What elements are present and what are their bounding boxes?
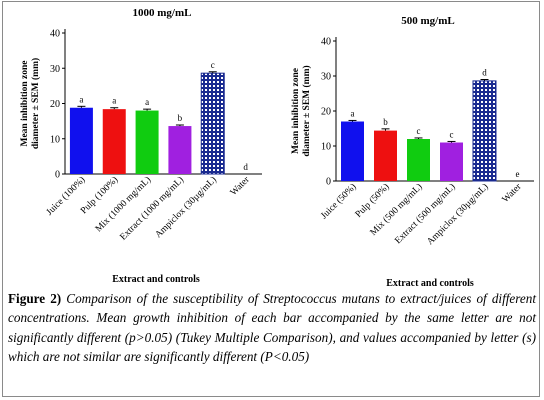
y-tick-label: 10 <box>50 134 60 145</box>
bar <box>69 107 93 174</box>
significance-letter: b <box>383 117 388 127</box>
bar <box>440 142 463 181</box>
y-tick-label: 0 <box>55 170 60 181</box>
y-tick-label: 0 <box>326 177 331 188</box>
figure-frame <box>2 1 540 397</box>
caption-label: Figure 2) <box>8 291 62 306</box>
y-tick-label: 20 <box>50 99 60 110</box>
significance-letter: c <box>450 129 454 139</box>
significance-letter: a <box>145 97 149 107</box>
figure-caption: Figure 2) Comparison of the susceptibili… <box>8 289 536 367</box>
x-axis-label: Extract and controls <box>112 274 200 285</box>
x-axis-label: Extract and controls <box>386 278 474 289</box>
chart-1000mg: 1000 mg/mL 0 10 20 30 40 Mean inhibition zoned… <box>20 7 262 285</box>
bar <box>341 121 364 181</box>
bar <box>407 139 430 181</box>
y-axis-label: Mean inhibition zonediameter ± SEM (mm) <box>291 65 312 156</box>
x-tick-label: Juice (50%) <box>319 181 359 221</box>
significance-letter: c <box>211 60 215 70</box>
x-tick-label: Water <box>501 181 525 205</box>
caption-text-1: Comparison of the susceptibility of <box>61 291 264 306</box>
bar <box>374 130 397 181</box>
x-tick-label: Ampiclox (30µg/mL) <box>153 174 219 240</box>
y-tick-label: 40 <box>50 29 60 40</box>
bar <box>200 72 225 175</box>
significance-letter: a <box>351 108 355 118</box>
bar <box>168 126 192 174</box>
x-tick-label: Mix (1000 mg/mL) <box>93 174 153 234</box>
significance-letter: e <box>516 169 520 179</box>
significance-letter: a <box>112 96 116 106</box>
chart-title: 1000 mg/mL <box>133 7 192 19</box>
x-tick-label: Extract (500 mg/mL) <box>393 181 458 246</box>
caption-text-2: to extract/juices of different concentra… <box>8 291 537 365</box>
bar <box>135 110 159 174</box>
x-tick-label: Extract (1000 mg/mL) <box>118 174 186 242</box>
significance-letter: b <box>178 113 183 123</box>
significance-letter: a <box>79 94 83 104</box>
bar <box>102 109 126 174</box>
x-tick-label: Water <box>229 174 253 198</box>
y-tick-label: 10 <box>321 142 331 153</box>
significance-letter: c <box>417 126 421 136</box>
y-axis-label: Mean inhibition zonediameter ± SEM (mm) <box>20 58 41 149</box>
y-tick-label: 20 <box>321 107 331 118</box>
y-tick-label: 30 <box>50 64 60 75</box>
y-tick-label: 40 <box>321 37 331 48</box>
chart-500mg: 500 mg/mL 0 10 20 30 40 Mean inhibition zonedi… <box>291 15 534 289</box>
bar <box>472 80 497 182</box>
significance-letter: d <box>243 162 248 172</box>
y-tick-label: 30 <box>321 72 331 83</box>
significance-letter: d <box>482 68 487 78</box>
caption-organism: Streptococcus mutans <box>263 291 380 306</box>
chart-title: 500 mg/mL <box>401 15 454 27</box>
x-tick-label: Ampiclox (30µg/mL) <box>425 181 491 247</box>
